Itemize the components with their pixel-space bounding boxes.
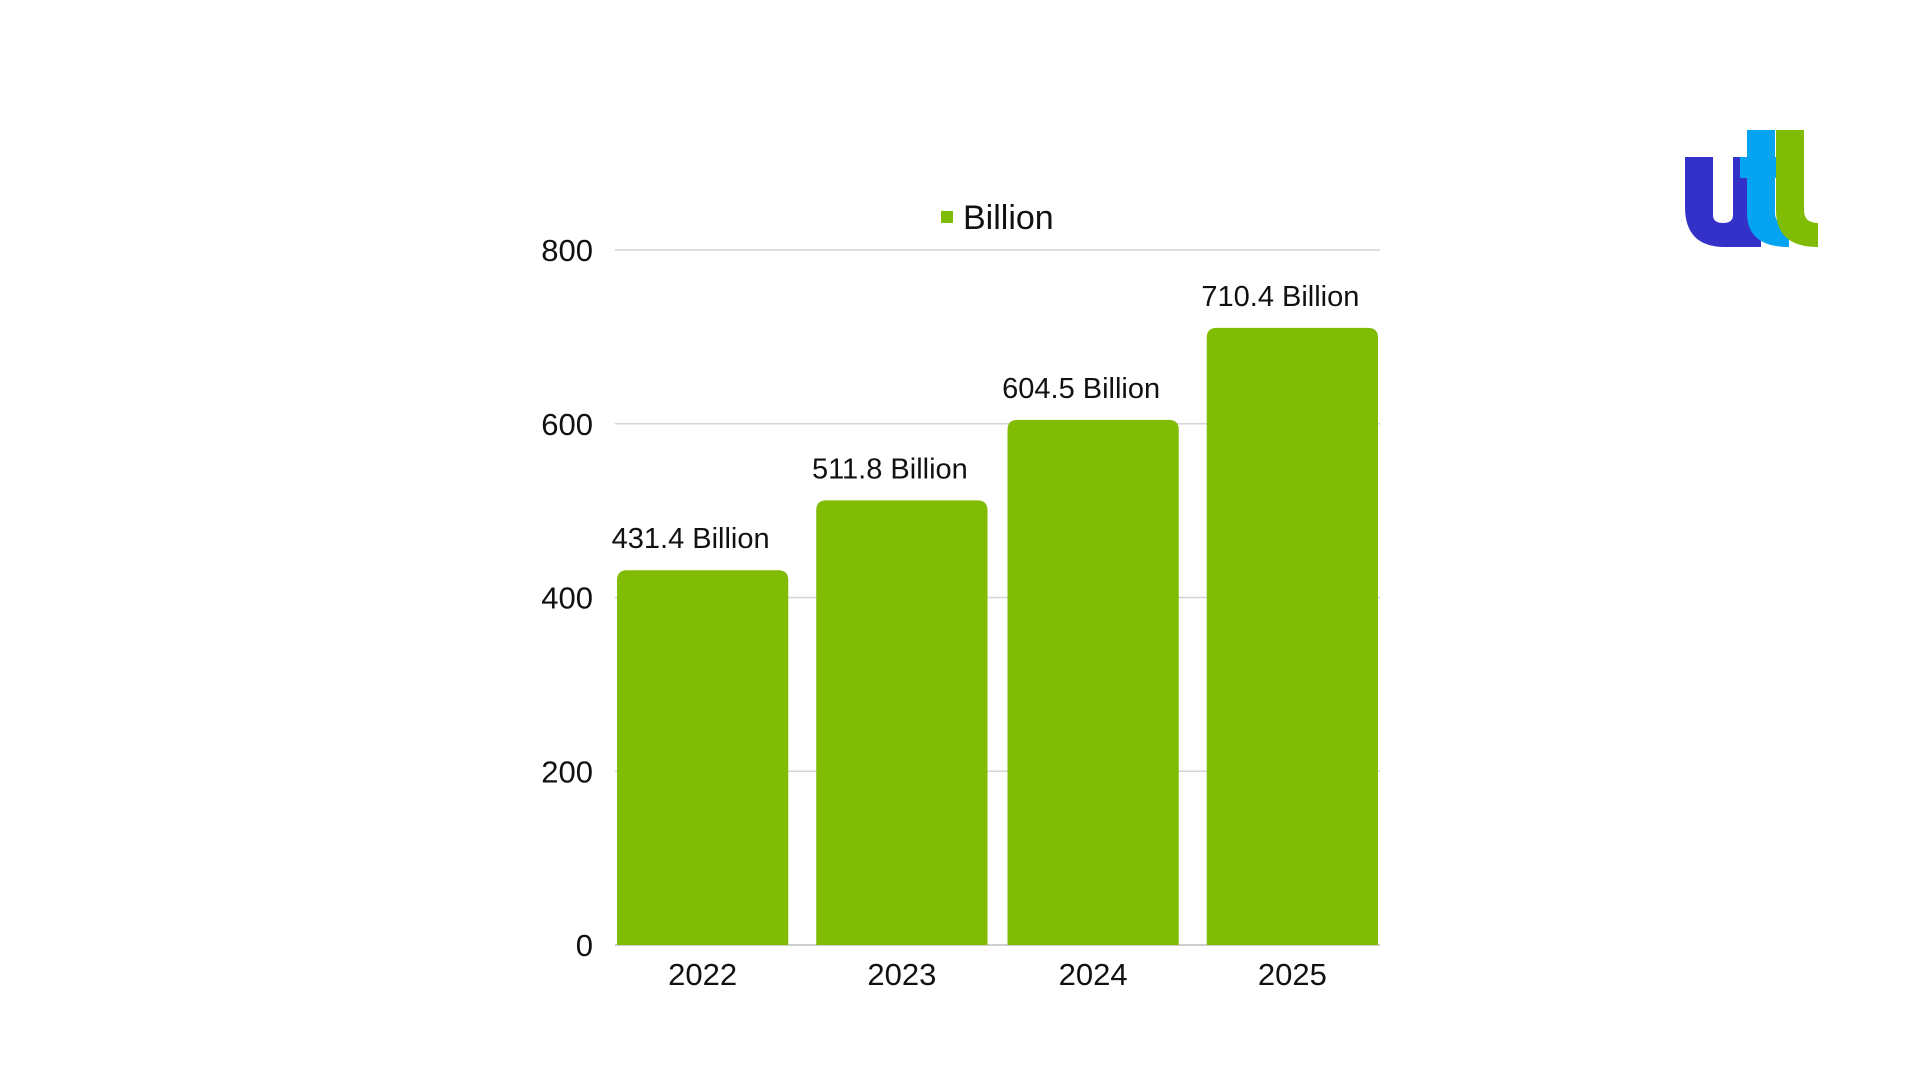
- bar-2024: [1007, 419, 1179, 945]
- y-tick-label: 0: [576, 928, 593, 963]
- x-tick-label-2023: 2023: [867, 957, 936, 992]
- legend: Billion: [941, 199, 1054, 237]
- legend-label: Billion: [963, 199, 1054, 237]
- axes: 0 200 400 600 800 2022 2023 2024 2025: [541, 233, 1327, 992]
- data-label-2024: 604.5 Billion: [1002, 373, 1160, 405]
- data-labels: 431.4 Billion 511.8 Billion 604.5 Billion 7…: [612, 281, 1360, 555]
- bar-2023: [816, 500, 988, 945]
- y-tick-label: 200: [541, 754, 593, 789]
- x-tick-label-2022: 2022: [668, 957, 737, 992]
- y-tick-label: 400: [541, 581, 593, 616]
- logo-u-shape: [1685, 157, 1761, 247]
- data-label-2023: 511.8 Billion: [812, 453, 968, 485]
- x-tick-label-2024: 2024: [1059, 957, 1128, 992]
- y-tick-label: 600: [541, 407, 593, 442]
- utl-logo-icon: [1685, 130, 1818, 247]
- bar-2025: [1206, 327, 1378, 946]
- logo-l-shape: [1776, 130, 1818, 247]
- data-label-2025: 710.4 Billion: [1201, 281, 1359, 313]
- y-tick-label: 800: [541, 233, 593, 268]
- bars: [617, 327, 1378, 946]
- x-tick-label-2025: 2025: [1258, 957, 1327, 992]
- data-label-2022: 431.4 Billion: [612, 523, 770, 555]
- legend-swatch: [941, 211, 953, 223]
- bar-2022: [617, 570, 789, 945]
